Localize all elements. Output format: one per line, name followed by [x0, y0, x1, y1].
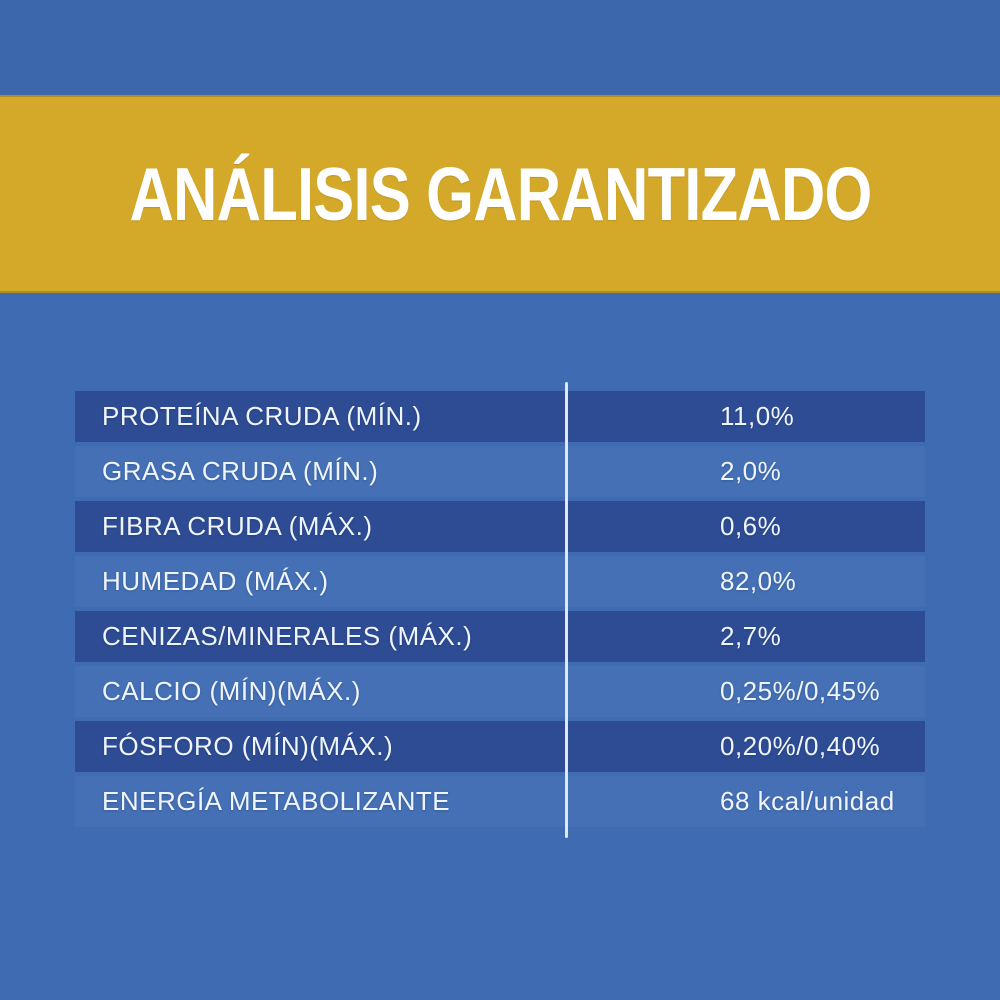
table-row: ENERGÍA METABOLIZANTE 68 kcal/unidad	[75, 776, 925, 827]
row-label: CALCIO (MÍN)(MÁX.)	[102, 676, 361, 706]
table-row: FIBRA CRUDA (MÁX.) 0,6%	[75, 501, 925, 552]
table-row: HUMEDAD (MÁX.) 82,0%	[75, 556, 925, 607]
row-label: GRASA CRUDA (MÍN.)	[102, 456, 379, 486]
table-row: PROTEÍNA CRUDA (MÍN.) 11,0%	[75, 391, 925, 442]
top-band	[0, 0, 1000, 95]
row-value: 2,0%	[720, 456, 782, 486]
row-value: 82,0%	[720, 566, 797, 596]
title-banner: ANÁLISIS GARANTIZADO	[0, 95, 1000, 293]
page-title: ANÁLISIS GARANTIZADO	[128, 152, 872, 236]
row-label: FÓSFORO (MÍN)(MÁX.)	[102, 731, 394, 761]
row-label: ENERGÍA METABOLIZANTE	[102, 786, 451, 816]
row-label: PROTEÍNA CRUDA (MÍN.)	[102, 401, 422, 431]
row-value: 0,6%	[720, 511, 782, 541]
row-value: 0,25%/0,45%	[720, 676, 881, 706]
row-value: 11,0%	[720, 401, 795, 431]
row-value: 2,7%	[720, 621, 782, 651]
table-row: CENIZAS/MINERALES (MÁX.) 2,7%	[75, 611, 925, 662]
row-label: FIBRA CRUDA (MÁX.)	[102, 511, 373, 541]
table-row: GRASA CRUDA (MÍN.) 2,0%	[75, 446, 925, 497]
table-row: CALCIO (MÍN)(MÁX.) 0,25%/0,45%	[75, 666, 925, 717]
row-value: 68 kcal/unidad	[720, 786, 895, 816]
row-label: HUMEDAD (MÁX.)	[102, 566, 329, 596]
row-label: CENIZAS/MINERALES (MÁX.)	[102, 621, 473, 651]
row-value: 0,20%/0,40%	[720, 731, 881, 761]
table-row: FÓSFORO (MÍN)(MÁX.) 0,20%/0,40%	[75, 721, 925, 772]
column-divider	[565, 382, 568, 838]
analysis-table: PROTEÍNA CRUDA (MÍN.) 11,0% GRASA CRUDA …	[75, 382, 925, 838]
